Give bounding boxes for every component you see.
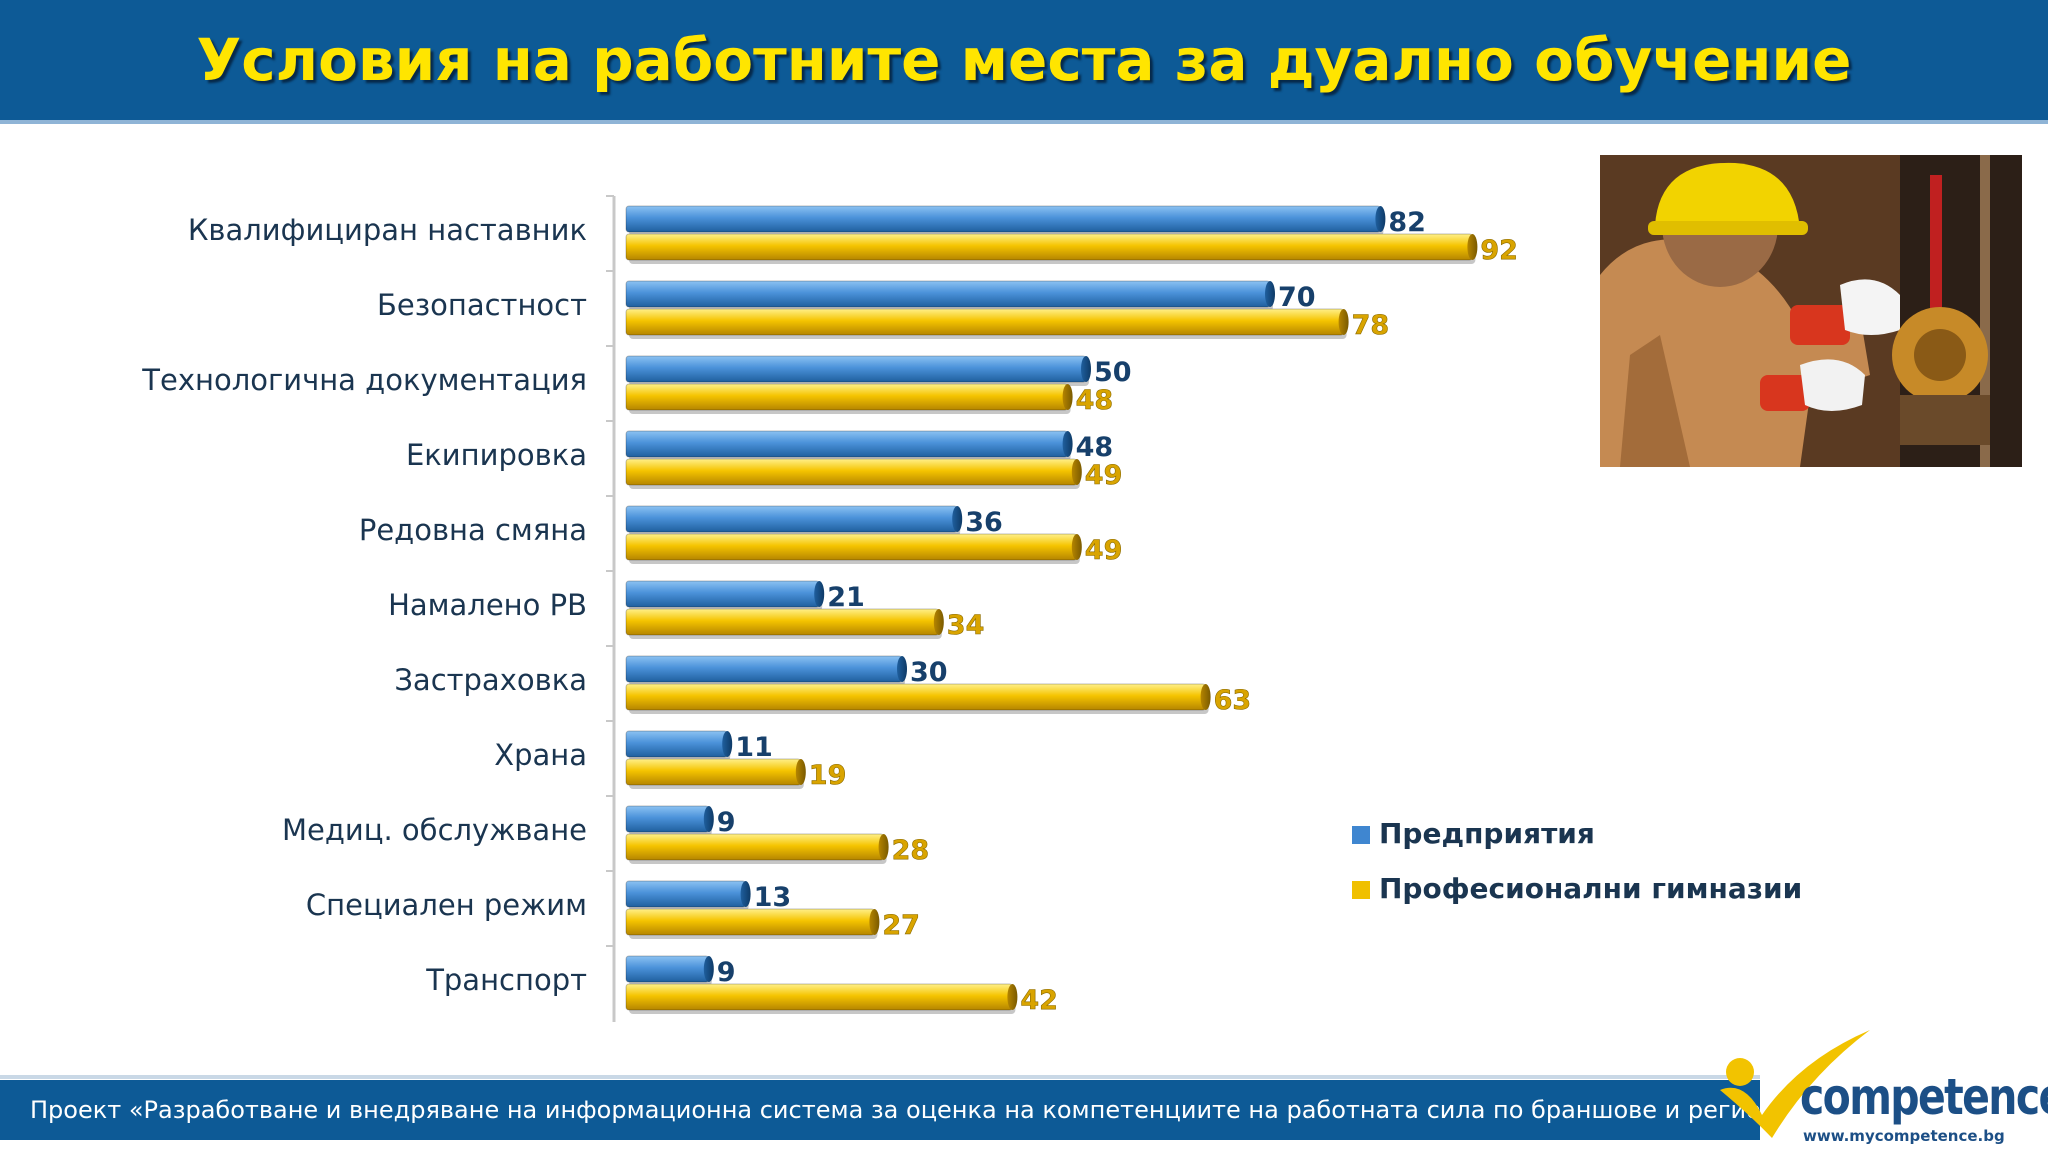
bar-schools: [625, 608, 940, 636]
checkmark-logo-icon: [1720, 1030, 1870, 1138]
bar-enterprises: [625, 655, 903, 683]
category-label: Специален режим: [306, 888, 587, 922]
category-label: Транспорт: [425, 963, 587, 997]
bar-end-cap: [878, 834, 889, 860]
bar-enterprises: [625, 955, 710, 983]
category-label: Квалифициран наставник: [188, 213, 587, 247]
bar-schools: [625, 908, 875, 936]
category-label: Храна: [494, 738, 587, 772]
bar-end-cap: [795, 759, 806, 785]
value-labels: 8292707850484849364921343063111992813279…: [717, 207, 1518, 1016]
category-label: Намалено РВ: [388, 588, 587, 622]
bar-enterprises: [625, 280, 1271, 308]
bar-end-cap: [1007, 984, 1018, 1010]
bar-end-cap: [703, 806, 714, 832]
value-label-enterprises: 50: [1094, 357, 1132, 388]
value-label-schools: 28: [892, 835, 930, 866]
value-label-enterprises: 48: [1076, 432, 1114, 463]
legend: Предприятия Професионални гимназии: [1352, 817, 1802, 905]
bar-end-cap: [1200, 684, 1211, 710]
bar-schools: [625, 533, 1078, 561]
bar-schools: [625, 308, 1345, 336]
footer-divider: [0, 1075, 1760, 1079]
value-label-enterprises: 82: [1388, 207, 1426, 238]
bar-end-cap: [1062, 384, 1073, 410]
value-label-schools: 19: [809, 760, 847, 791]
bar-schools: [625, 233, 1473, 261]
logo-wordmark: competence: [1800, 1068, 2048, 1126]
bar-end-cap: [740, 881, 751, 907]
category-label: Технологична документация: [141, 363, 587, 397]
value-label-enterprises: 11: [735, 732, 773, 763]
bar-schools: [625, 983, 1013, 1011]
category-label: Застраховка: [394, 663, 587, 697]
bar-end-cap: [897, 656, 907, 682]
bar-end-cap: [1081, 356, 1091, 382]
value-label-schools: 63: [1214, 685, 1252, 716]
bar-end-cap: [1375, 206, 1386, 232]
category-label: Безопастност: [377, 288, 587, 322]
value-label-schools: 48: [1076, 385, 1114, 416]
slide-title: Условия на работните места за дуално обу…: [196, 26, 1852, 94]
value-label-schools: 34: [947, 610, 985, 641]
value-label-schools: 27: [882, 910, 920, 941]
bar-enterprises: [625, 730, 728, 758]
header-bar: [0, 0, 2048, 120]
value-label-schools: 78: [1352, 310, 1390, 341]
legend-label-enterprises: Предприятия: [1379, 817, 1595, 850]
bars: [625, 205, 1478, 1014]
logo-url: www.mycompetence.bg: [1803, 1127, 2005, 1145]
worker-illustration: [1600, 155, 2022, 467]
value-label-enterprises: 70: [1278, 282, 1316, 313]
bar-schools: [625, 833, 885, 861]
bar-enterprises: [625, 355, 1087, 383]
value-label-enterprises: 21: [827, 582, 865, 613]
footer-project-text: Проект «Разработване и внедряване на инф…: [30, 1096, 1807, 1124]
bar-end-cap: [1265, 281, 1275, 307]
bar-enterprises: [625, 430, 1069, 458]
value-label-schools: 42: [1020, 985, 1058, 1016]
value-label-schools: 49: [1085, 535, 1123, 566]
bar-enterprises: [625, 505, 958, 533]
bar-end-cap: [722, 731, 733, 757]
bar-end-cap: [1062, 431, 1073, 457]
bar-end-cap: [1071, 534, 1082, 560]
bar-end-cap: [1467, 234, 1478, 260]
legend-swatch-schools: [1352, 881, 1370, 899]
bar-enterprises: [625, 805, 710, 833]
bar-enterprises: [625, 205, 1381, 233]
category-axis: [606, 195, 616, 1022]
bar-end-cap: [814, 581, 825, 607]
value-label-enterprises: 13: [754, 882, 792, 913]
value-label-enterprises: 9: [717, 807, 736, 838]
bar-end-cap: [869, 909, 880, 935]
worker-photo: [1600, 155, 2022, 467]
bar-schools: [625, 383, 1069, 411]
value-label-enterprises: 9: [717, 957, 736, 988]
category-label: Редовна смяна: [359, 513, 587, 547]
bar-end-cap: [933, 609, 944, 635]
legend-swatch-enterprises: [1352, 826, 1370, 844]
value-label-schools: 49: [1085, 460, 1123, 491]
value-label-enterprises: 36: [965, 507, 1003, 538]
legend-label-schools: Професионални гимназии: [1379, 872, 1802, 905]
bar-end-cap: [1071, 459, 1082, 485]
bar-enterprises: [625, 880, 747, 908]
competence-logo: competence www.mycompetence.bg: [1700, 1020, 2048, 1150]
bar-schools: [625, 458, 1078, 486]
category-labels: Квалифициран наставник Безопастност Технол…: [141, 213, 587, 997]
category-label: Медиц. обслужване: [282, 813, 587, 847]
header-divider: [0, 120, 2048, 124]
value-label-enterprises: 30: [910, 657, 948, 688]
category-label: Екипировка: [406, 438, 587, 472]
footer-bar: [0, 1080, 1760, 1140]
bar-end-cap: [952, 506, 963, 532]
bar-end-cap: [703, 956, 714, 982]
bar-schools: [625, 758, 802, 786]
bar-end-cap: [1338, 309, 1349, 335]
value-label-schools: 92: [1480, 235, 1518, 266]
bar-enterprises: [625, 580, 820, 608]
